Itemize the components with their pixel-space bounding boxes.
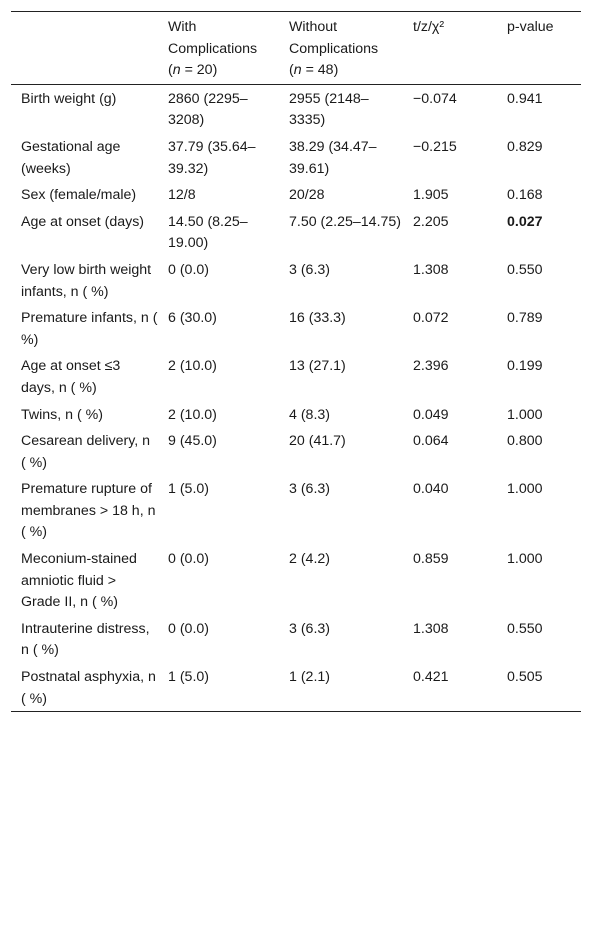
- cell-variable: Age at onset ≤3 days, n ( %): [21, 358, 121, 396]
- cell-p-value: 1.000: [507, 551, 543, 568]
- table-body: Birth weight (g) 2860 (2295–3208) 2955 (21…: [11, 84, 581, 712]
- cell-p-value: 1.000: [507, 481, 543, 498]
- cell-statistic: 0.040: [413, 481, 449, 498]
- cell-without-complications: 3 (6.3): [289, 261, 331, 278]
- header-variable: [11, 12, 158, 85]
- header-with-n: n: [172, 62, 181, 79]
- cell-with-complications: 2 (10.0): [168, 358, 217, 375]
- header-without-n: n: [293, 62, 302, 79]
- cell-statistic: 0.421: [413, 669, 449, 686]
- cell-variable: Meconium-stained amniotic fluid > Grade …: [21, 551, 137, 611]
- cell-with-complications: 6 (30.0): [168, 310, 217, 327]
- table-row: Age at onset (days) 14.50 (8.25–19.00) 7.5…: [11, 208, 581, 256]
- cell-statistic: 0.049: [413, 406, 449, 423]
- cell-without-complications: 2 (4.2): [289, 551, 331, 568]
- header-with-line2: Complications: [168, 40, 258, 57]
- cell-without-complications: 20/28: [289, 187, 325, 204]
- header-with-line1: With: [168, 19, 197, 35]
- cell-statistic: −0.215: [413, 138, 457, 155]
- comparison-table: With Complications (n = 20) Without Complic…: [11, 11, 581, 712]
- cell-without-complications: 7.50 (2.25–14.75): [289, 213, 402, 230]
- table-row: Postnatal asphyxia, n ( %) 1 (5.0) 1 (2.1)…: [11, 663, 581, 712]
- cell-without-complications: 3 (6.3): [289, 481, 331, 498]
- table-row: Gestational age (weeks) 37.79 (35.64–39.3…: [11, 133, 581, 181]
- cell-statistic: 1.905: [413, 187, 449, 204]
- cell-variable: Very low birth weight infants, n ( %): [21, 261, 152, 300]
- cell-with-complications: 37.79 (35.64–39.32): [168, 138, 256, 177]
- cell-without-complications: 2955 (2148–3335): [289, 90, 369, 129]
- table-row: Twins, n ( %) 2 (10.0) 4 (8.3) 0.049 1.000: [11, 401, 581, 428]
- cell-without-complications: 4 (8.3): [289, 406, 331, 423]
- cell-statistic: 2.396: [413, 358, 449, 375]
- table-row: Birth weight (g) 2860 (2295–3208) 2955 (21…: [11, 84, 581, 133]
- header-without-line1: Without: [289, 19, 338, 35]
- header-with-complications: With Complications (n = 20): [158, 12, 279, 85]
- cell-p-value: 0.168: [507, 187, 543, 204]
- cell-variable: Birth weight (g): [21, 90, 117, 107]
- header-without-line2: Complications: [289, 40, 379, 57]
- cell-without-complications: 3 (6.3): [289, 620, 331, 637]
- header-with-count: = 20): [180, 62, 218, 79]
- cell-statistic: 0.064: [413, 433, 449, 450]
- table-row: Meconium-stained amniotic fluid > Grade …: [11, 545, 581, 615]
- cell-variable: Twins, n ( %): [21, 406, 103, 423]
- cell-variable: Gestational age (weeks): [21, 138, 121, 177]
- cell-variable: Sex (female/male): [21, 187, 137, 204]
- cell-variable: Premature infants, n ( %): [21, 310, 158, 348]
- table-row: Premature infants, n ( %) 6 (30.0) 16 (33.…: [11, 304, 581, 352]
- cell-without-complications: 1 (2.1): [289, 669, 331, 686]
- cell-p-value: 0.027: [507, 213, 543, 230]
- cell-with-complications: 2 (10.0): [168, 406, 217, 423]
- cell-p-value: 1.000: [507, 406, 543, 423]
- cell-with-complications: 14.50 (8.25–19.00): [168, 213, 248, 252]
- header-without-open: (: [289, 62, 294, 79]
- cell-variable: Cesarean delivery, n ( %): [21, 433, 151, 471]
- table-row: Sex (female/male) 12/8 20/28 1.905 0.168: [11, 181, 581, 208]
- cell-variable: Premature rupture of membranes > 18 h, n…: [21, 481, 156, 541]
- header-row: With Complications (n = 20) Without Complic…: [11, 11, 581, 85]
- cell-without-complications: 20 (41.7): [289, 433, 346, 450]
- table-row: Premature rupture of membranes > 18 h, n…: [11, 475, 581, 545]
- table-row: Cesarean delivery, n ( %) 9 (45.0) 20 (41.…: [11, 427, 581, 475]
- cell-statistic: 1.308: [413, 620, 449, 637]
- cell-p-value: 0.941: [507, 90, 543, 107]
- header-with-open: (: [168, 62, 173, 79]
- cell-variable: Age at onset (days): [21, 213, 145, 230]
- table-container: With Complications (n = 20) Without Complic…: [11, 11, 581, 712]
- cell-p-value: 0.829: [507, 138, 543, 155]
- header-without-complications: Without Complications (n = 48): [279, 12, 403, 85]
- cell-p-value: 0.800: [507, 433, 543, 450]
- cell-statistic: −0.074: [413, 90, 457, 107]
- cell-p-value: 0.199: [507, 358, 543, 375]
- cell-without-complications: 38.29 (34.47–39.61): [289, 138, 377, 177]
- header-p-value: p-value: [507, 19, 554, 35]
- cell-statistic: 0.859: [413, 551, 449, 568]
- cell-without-complications: 13 (27.1): [289, 358, 346, 375]
- cell-variable: Postnatal asphyxia, n ( %): [21, 669, 156, 707]
- table-row: Very low birth weight infants, n ( %) 0 (…: [11, 256, 581, 304]
- cell-with-complications: 2860 (2295–3208): [168, 90, 248, 129]
- cell-variable: Intrauterine distress, n ( %): [21, 620, 150, 659]
- header-statistic: t/z/χ²: [413, 19, 445, 35]
- cell-with-complications: 0 (0.0): [168, 620, 210, 637]
- table-row: Age at onset ≤3 days, n ( %) 2 (10.0) 13 (…: [11, 352, 581, 400]
- cell-p-value: 0.550: [507, 261, 543, 278]
- cell-with-complications: 0 (0.0): [168, 261, 210, 278]
- cell-with-complications: 1 (5.0): [168, 669, 210, 686]
- cell-statistic: 1.308: [413, 261, 449, 278]
- table-row: Intrauterine distress, n ( %) 0 (0.0) 3 (6…: [11, 615, 581, 663]
- cell-p-value: 0.550: [507, 620, 543, 637]
- cell-p-value: 0.505: [507, 669, 543, 686]
- cell-with-complications: 12/8: [168, 187, 196, 204]
- cell-without-complications: 16 (33.3): [289, 310, 346, 327]
- cell-with-complications: 1 (5.0): [168, 481, 210, 498]
- cell-with-complications: 0 (0.0): [168, 551, 210, 568]
- cell-p-value: 0.789: [507, 310, 543, 327]
- cell-with-complications: 9 (45.0): [168, 433, 217, 450]
- cell-statistic: 2.205: [413, 213, 449, 230]
- header-without-count: = 48): [301, 62, 339, 79]
- cell-statistic: 0.072: [413, 310, 449, 327]
- table-header: With Complications (n = 20) Without Complic…: [11, 11, 581, 85]
